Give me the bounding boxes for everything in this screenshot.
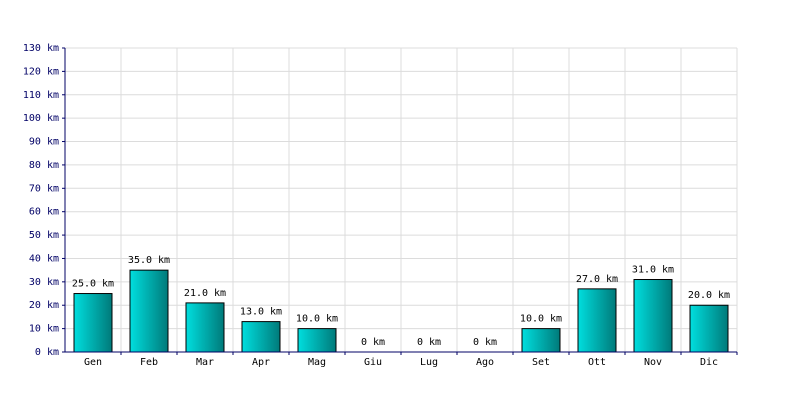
value-label: 35.0 km [128, 255, 170, 266]
value-label: 31.0 km [632, 265, 674, 276]
value-label: 10.0 km [296, 314, 338, 325]
bar [689, 304, 729, 353]
y-tick-label: 110 km [23, 90, 59, 101]
x-tick-label: Mar [196, 357, 214, 368]
y-tick-label: 10 km [29, 324, 59, 335]
y-tick-label: 80 km [29, 160, 59, 171]
y-tick-label: 100 km [23, 113, 59, 124]
bar [73, 293, 113, 353]
value-label: 13.0 km [240, 307, 282, 318]
bar [633, 279, 673, 353]
x-tick-label: Dic [700, 357, 718, 368]
x-tick-label: Lug [420, 357, 438, 368]
y-tick-label: 120 km [23, 66, 59, 77]
value-label: 0 km [473, 337, 497, 348]
y-tick-label: 0 km [35, 347, 59, 358]
x-tick-label: Giu [364, 357, 382, 368]
value-label: 0 km [417, 337, 441, 348]
value-label: 27.0 km [576, 274, 618, 285]
y-tick-label: 50 km [29, 230, 59, 241]
value-label: 10.0 km [520, 314, 562, 325]
y-tick-label: 130 km [23, 43, 59, 54]
bar [577, 288, 617, 353]
x-tick-label: Nov [644, 357, 662, 368]
plot: 0 km 10 km 20 km 30 km 40 km 50 km 60 km 70 km 8… [23, 43, 738, 368]
bar [129, 269, 169, 353]
x-tick-label: Mag [308, 357, 326, 368]
y-tick-label: 60 km [29, 207, 59, 218]
bar [241, 321, 281, 353]
x-tick-label: Set [532, 357, 550, 368]
y-tick-label: 30 km [29, 277, 59, 288]
bar [297, 328, 337, 353]
y-tick-label: 40 km [29, 253, 59, 264]
y-tick-label: 90 km [29, 137, 59, 148]
y-tick-label: 20 km [29, 300, 59, 311]
value-label: 20.0 km [688, 290, 730, 301]
x-tick-label: Gen [84, 357, 102, 368]
value-label: 0 km [361, 337, 385, 348]
bar [521, 328, 561, 353]
value-label: 25.0 km [72, 279, 114, 290]
x-tick-label: Ott [588, 357, 606, 368]
value-label: 21.0 km [184, 288, 226, 299]
y-tick-label: 70 km [29, 183, 59, 194]
x-tick-label: Apr [252, 357, 270, 368]
x-tick-label: Feb [140, 357, 158, 368]
bar [185, 302, 225, 353]
x-tick-label: Ago [476, 357, 494, 368]
